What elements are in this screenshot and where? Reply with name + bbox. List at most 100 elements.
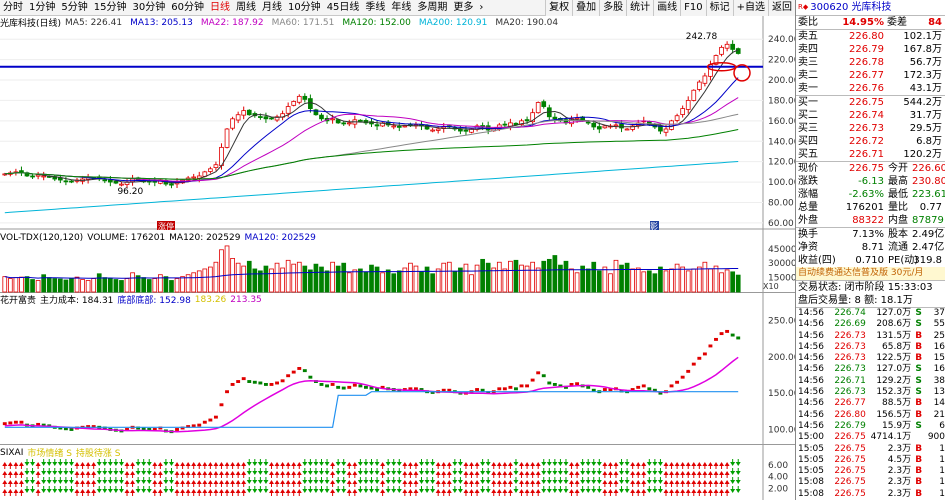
cost-candle [263,382,268,386]
period-toolbar: 分时 1分钟 5分钟 15分钟 30分钟 60分钟 日线 周线 月线 10分钟 45日线 季线 年线 多周… [0,0,795,16]
volume-bar [346,272,352,293]
candle-body [341,122,347,125]
candle-body [680,108,686,115]
toolbar-button[interactable]: 画线 [653,0,681,16]
candle-body [269,117,274,120]
tick-row: 15:05 226.75 4.5万 B 1 [798,454,945,465]
volume-bar [541,260,547,293]
tab-timeframe[interactable]: 多周期 [417,1,448,13]
tick-row: 14:56 226.69 208.6万 S 55 [798,319,945,330]
cost-candle [208,418,213,422]
cost-candle [736,336,741,340]
signal-arrow-column [413,462,419,496]
chart-canvas[interactable]: 240.00 220.00 200.00 180.00 160.00 140.00 120.… [0,0,795,500]
order-level-row[interactable]: 卖二 226.77 172.3万 [798,70,942,81]
candle-body [535,102,541,114]
volume-bar [296,261,302,293]
toolbar-button[interactable]: 返回 [768,0,795,16]
signal-arrow-column [135,459,141,493]
toolbar-button[interactable]: 标记 [705,0,733,16]
tab-timeframe[interactable]: 10分钟 [287,1,321,13]
tab-timeframe[interactable]: 季线 [365,1,386,13]
volume-bar [546,258,552,293]
order-level-row[interactable]: 买三 226.73 29.5万 [798,123,942,134]
ma-legend-item: MA5: 226.41 [65,17,123,28]
signal-tick-label: 6.00 [768,461,788,471]
tab-timeframe[interactable]: 日线 [209,1,230,13]
signal-arrow-column [680,462,686,496]
tab-timeframe[interactable]: 5分钟 [61,1,88,13]
signal-arrow-column [307,459,313,493]
order-level-row[interactable]: 卖四 226.79 167.8万 [798,44,942,55]
order-level-row[interactable]: 卖一 226.76 43.1万 [798,83,942,94]
volume-bar [513,259,519,293]
candle-body [585,121,591,124]
volume-bar [669,268,674,293]
volume-bar [202,268,208,293]
ma-line [4,49,739,184]
tab-timeframe[interactable]: 60分钟 [171,1,204,13]
toolbar-button[interactable]: 多股 [599,0,627,16]
volume-bar [508,260,513,293]
signal-arrow-column [52,459,58,493]
volume-bar [580,265,585,293]
toolbar-button[interactable]: 叠加 [572,0,600,16]
volume-bar [69,278,74,293]
candle-body [19,170,24,173]
vol-tick-label: 30000 [768,259,795,269]
signal-arrow-column [241,462,247,496]
candle-body [669,120,674,130]
cost-candle [186,425,191,429]
candle-body [435,128,441,131]
cost-candle [486,390,491,394]
y-tick-label: 140.00 [768,137,795,147]
order-level-row[interactable]: 买四 226.72 6.8万 [798,136,942,147]
signal-arrow-column [602,462,608,496]
cost-candle [247,380,252,383]
tab-timeframe[interactable]: 年线 [391,1,412,13]
cost-candle [347,385,352,389]
tab-timeframe[interactable]: 分时 [3,1,23,13]
tick-list[interactable]: 14:56 226.74 127.0万 S 37 14:56 226.69 208.6万 S 55… [796,308,945,500]
tab-timeframe[interactable]: 15分钟 [93,1,127,13]
tab-timeframe[interactable]: 更多 [453,1,474,13]
order-level-row[interactable]: 买一 226.75 544.2万 [798,97,942,108]
promo-banner[interactable]: 自动续费通达信普及版 30元/月 [796,267,945,280]
tab-timeframe[interactable]: 30分钟 [132,1,166,13]
tab-timeframe[interactable]: 月线 [261,1,282,13]
toolbar-button[interactable]: +自选 [732,0,768,16]
cost-candle [619,389,624,393]
order-level-row[interactable]: 买二 226.74 31.7万 [798,110,942,121]
candle-body [2,173,8,176]
volume-bar [474,264,480,293]
volume-bar [619,264,624,293]
candle-body [502,123,508,126]
order-level-row[interactable]: 卖三 226.78 56.7万 [798,57,942,68]
signal-arrow-column [118,459,124,493]
toolbar-button[interactable]: F10 [680,0,706,16]
candle-body [530,112,535,123]
volume-bar [252,268,258,293]
chevron-right-icon[interactable]: › [479,1,484,13]
order-level-row[interactable]: 买五 226.71 120.2万 [798,149,942,160]
toolbar-button[interactable]: 复权 [545,0,573,16]
volume-bar [402,267,408,293]
cost-header: 花开富贵 主力成本: 184.31 底部底部: 152.98 183.26 213.35 [0,293,266,307]
y-tick-label: 200.00 [768,76,795,86]
order-level-row[interactable]: 卖五 226.80 102.1万 [798,31,942,42]
cost-candle [419,388,424,391]
candle-body [519,120,524,125]
toolbar-button[interactable]: 统计 [626,0,654,16]
signal-arrow-column [335,459,341,493]
cost-candle [602,388,607,391]
signal-arrow-column [580,459,586,493]
tick-row: 14:56 226.73 65.8万 B 16 [798,341,945,352]
tab-timeframe[interactable]: 1分钟 [29,1,56,13]
volume-bar [524,265,530,293]
tab-timeframe[interactable]: 周线 [235,1,256,13]
stat-row: 现价 226.75 今开 226.60 [798,163,945,174]
candle-body [258,116,263,118]
signal-arrow-column [163,459,169,493]
candle-body [296,95,302,103]
tab-timeframe[interactable]: 45日线 [326,1,360,13]
